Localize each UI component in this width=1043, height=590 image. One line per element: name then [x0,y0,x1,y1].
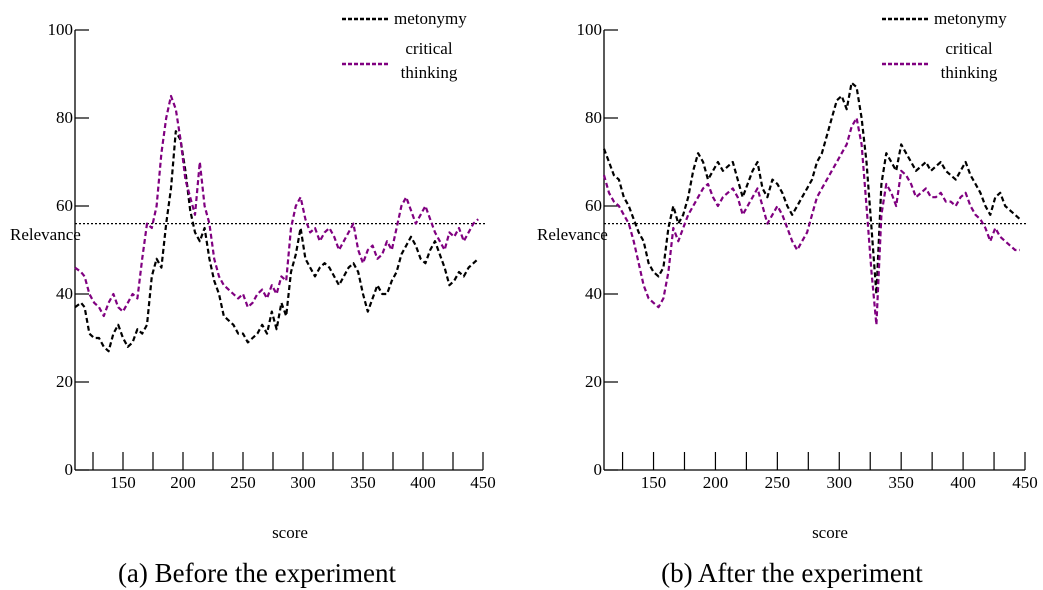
legend-label-metonymy: metonymy [934,9,1007,28]
y-tick-label: 80 [56,108,73,127]
legend-label-part: critical [405,39,452,58]
x-axis-label: score [812,523,848,542]
x-tick-label: 150 [110,473,136,492]
series-line-metonymy [602,81,1021,296]
y-axis-label: Relevance [537,225,608,244]
y-tick-label: 100 [48,20,74,39]
y-tick-label: 0 [594,460,603,479]
x-tick-label: 150 [641,473,667,492]
legend-label-part: critical [945,39,992,58]
legend-label-part: thinking [401,63,458,82]
y-tick-label: 80 [585,108,602,127]
legend-label-part: thinking [941,63,998,82]
series-line-metonymy [74,130,479,353]
y-tick-label: 40 [56,284,73,303]
x-tick-label: 400 [950,473,976,492]
x-tick-label: 400 [410,473,436,492]
series-line-critical-thinking [74,94,479,318]
x-axis-label: score [272,523,308,542]
x-tick-label: 250 [230,473,256,492]
y-tick-label: 40 [585,284,602,303]
x-tick-label: 350 [350,473,376,492]
panel-caption: (a) Before the experiment [118,558,397,588]
series-line-critical-thinking [602,116,1020,326]
y-tick-label: 0 [65,460,74,479]
x-tick-label: 350 [888,473,914,492]
y-tick-label: 60 [56,196,73,215]
x-tick-label: 200 [170,473,196,492]
legend-label-critical-thinking: critical thinking [941,39,998,82]
panel-caption: (b) After the experiment [661,558,923,588]
y-tick-label: 100 [577,20,603,39]
x-tick-label: 450 [470,473,496,492]
y-axis-label: Relevance [10,225,81,244]
x-tick-label: 300 [827,473,853,492]
y-tick-label: 20 [585,372,602,391]
x-tick-label: 200 [703,473,729,492]
panel-after: 0 20 40 60 80 100 150 200 250 300 350 400 450 Relevan… [537,9,1038,588]
x-tick-label: 250 [765,473,791,492]
y-tick-label: 20 [56,372,73,391]
legend-label-metonymy: metonymy [394,9,467,28]
panel-before: 0 20 40 60 80 100 150 200 250 300 350 400 450 Relevan… [10,9,496,588]
y-tick-label: 60 [585,196,602,215]
x-tick-label: 300 [290,473,316,492]
legend-label-critical-thinking: critical thinking [401,39,458,82]
x-tick-label: 450 [1012,473,1038,492]
